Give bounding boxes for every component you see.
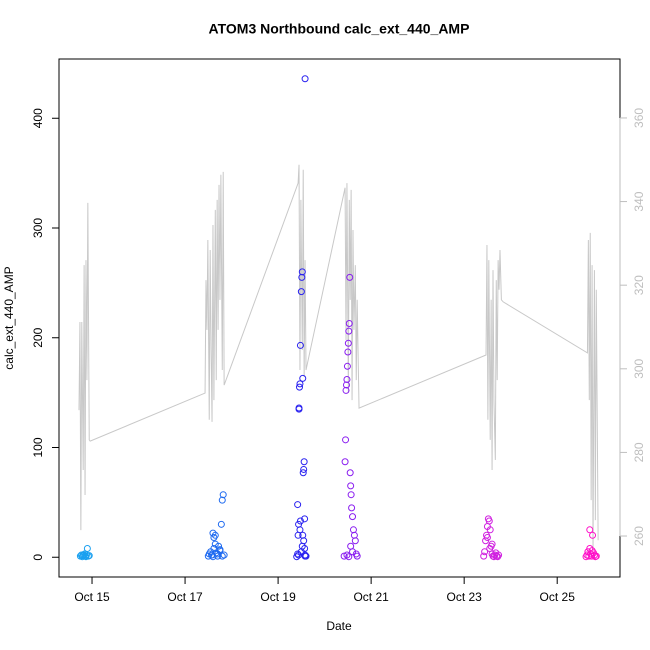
point <box>343 362 351 370</box>
point <box>592 552 600 560</box>
y2-tick-label: 320 <box>632 275 646 295</box>
point <box>589 531 597 539</box>
y2-tick-label: 300 <box>632 358 646 378</box>
point <box>586 526 594 534</box>
y-tick-label: 400 <box>31 108 45 128</box>
point <box>295 383 303 391</box>
point <box>298 268 306 276</box>
point <box>295 551 303 559</box>
point <box>345 319 353 327</box>
y2-tick-label: 340 <box>632 191 646 211</box>
point <box>209 529 217 537</box>
point <box>345 327 353 335</box>
point <box>483 533 491 541</box>
point <box>300 458 308 466</box>
point <box>485 517 493 525</box>
point <box>301 544 309 552</box>
point <box>301 515 309 523</box>
point <box>208 551 216 559</box>
point <box>300 465 308 473</box>
y-tick-label: 0 <box>31 554 45 561</box>
point <box>295 405 303 413</box>
y2-tick-label: 280 <box>632 442 646 462</box>
point <box>299 374 307 382</box>
x-tick-label: Oct 21 <box>353 590 389 604</box>
y-tick-label: 200 <box>31 327 45 347</box>
y-tick-label: 300 <box>31 218 45 238</box>
point <box>349 548 357 556</box>
point <box>351 537 359 545</box>
point <box>486 526 494 534</box>
point <box>344 339 352 347</box>
x-tick-label: Oct 17 <box>167 590 203 604</box>
point <box>218 552 226 560</box>
point <box>299 469 307 477</box>
x-axis-label: Date <box>326 619 352 633</box>
point <box>296 380 304 388</box>
point <box>294 501 302 509</box>
point <box>488 540 496 548</box>
point <box>480 552 488 560</box>
point <box>296 341 304 349</box>
x-tick-label: Oct 23 <box>446 590 482 604</box>
point <box>588 547 596 555</box>
point <box>344 348 352 356</box>
point <box>346 469 354 477</box>
y2-tick-label: 260 <box>632 526 646 546</box>
point <box>294 550 302 558</box>
point <box>299 531 307 539</box>
point <box>83 544 91 552</box>
point <box>586 544 594 552</box>
y2-tick-label: 360 <box>632 108 646 128</box>
point <box>345 553 353 561</box>
point <box>343 375 351 383</box>
point <box>216 546 224 554</box>
point <box>210 533 218 541</box>
y-tick-label: 100 <box>31 437 45 457</box>
point <box>342 436 350 444</box>
x-tick-label: Oct 15 <box>74 590 110 604</box>
point <box>346 273 354 281</box>
point <box>343 551 351 559</box>
point <box>219 491 227 499</box>
point <box>347 491 355 499</box>
y-axis-label: calc_ext_440_AMP <box>2 266 16 369</box>
x-tick-label: Oct 19 <box>260 590 296 604</box>
point <box>297 288 305 296</box>
point <box>353 552 361 560</box>
chart-title: ATOM3 Northbound calc_ext_440_AMP <box>209 21 470 37</box>
point <box>347 482 355 490</box>
point <box>348 504 356 512</box>
point <box>217 520 225 528</box>
point <box>481 548 489 556</box>
line <box>78 164 599 550</box>
point <box>301 75 309 83</box>
point <box>495 551 503 559</box>
point <box>349 513 357 521</box>
point <box>301 552 309 560</box>
x-tick-label: Oct 25 <box>540 590 576 604</box>
point <box>85 552 93 560</box>
point <box>211 540 219 548</box>
point <box>341 458 349 466</box>
point <box>296 517 304 525</box>
point <box>296 526 304 534</box>
